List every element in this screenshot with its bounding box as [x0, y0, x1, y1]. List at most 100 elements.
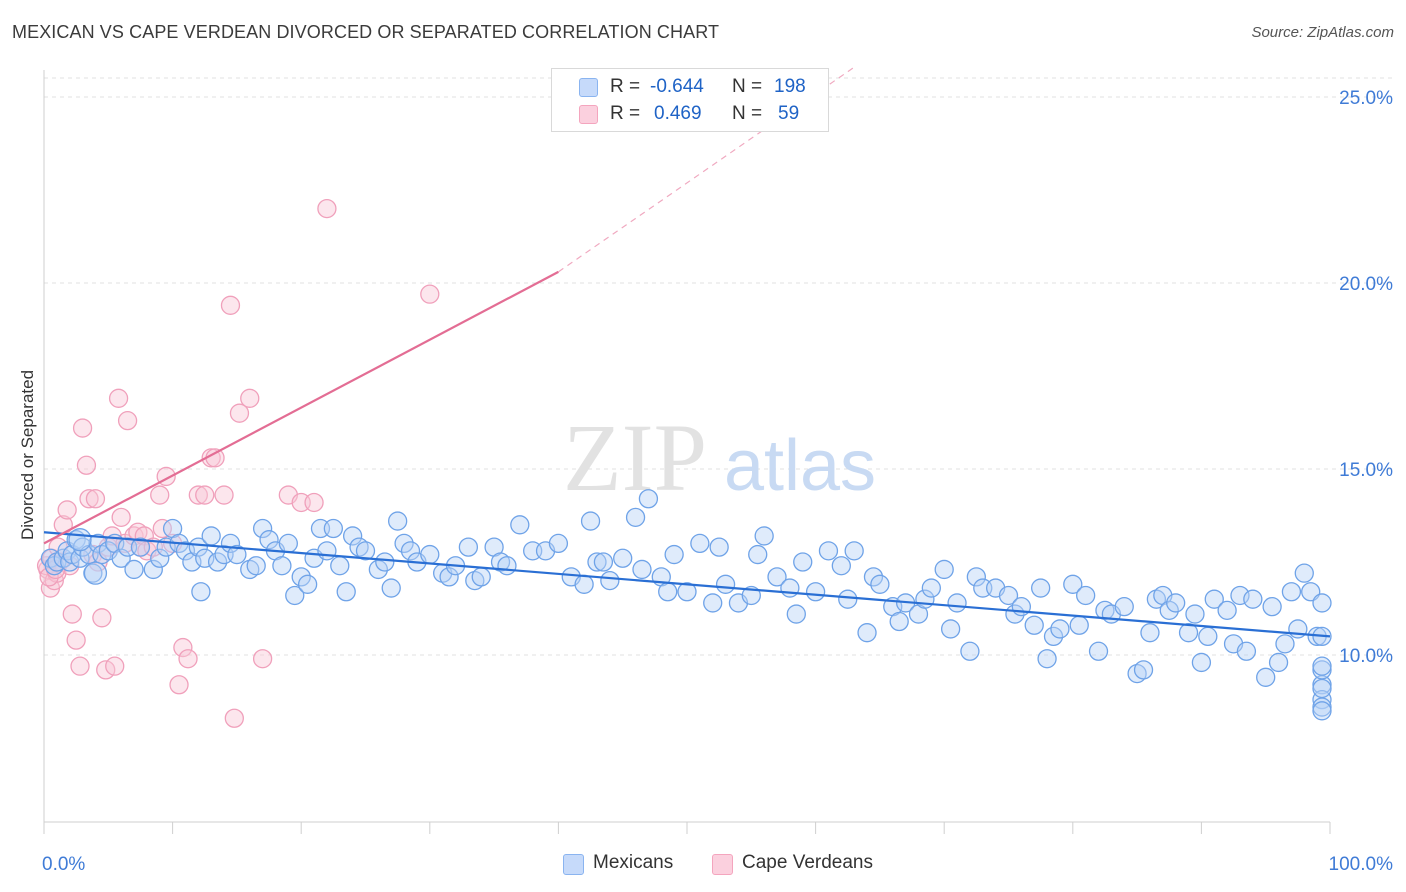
bottom-legend-swatch-blue — [563, 854, 584, 875]
cape-verdean-point — [92, 608, 112, 628]
mexican-point — [88, 533, 108, 554]
mexican-point — [72, 537, 93, 557]
mexican-point — [632, 559, 652, 580]
mexican-point — [844, 541, 864, 561]
axes — [43, 70, 1331, 834]
mexican-point — [1159, 600, 1179, 621]
mexican-point — [111, 548, 131, 568]
cape-verdean-point — [252, 649, 273, 669]
cape-verdean-point — [62, 604, 82, 624]
mexican-point — [510, 515, 530, 535]
mexican-point — [1114, 596, 1134, 617]
mexican-point — [285, 585, 305, 606]
cape-verdean-point — [169, 675, 189, 695]
mexican-point — [252, 518, 273, 539]
cape-verdean-point — [76, 455, 97, 475]
mexican-point — [246, 556, 266, 576]
mexican-point — [1140, 623, 1160, 643]
cape-verdean-point — [304, 492, 324, 513]
cape-verdean-points — [36, 198, 440, 728]
legend-n-value: 198 — [774, 76, 806, 97]
mexican-point — [715, 574, 736, 594]
y-tick-label: 25.0% — [1339, 88, 1393, 109]
mexican-point — [259, 530, 279, 550]
mexican-point — [188, 537, 208, 557]
cape-verdean-point — [72, 418, 93, 438]
mexican-point — [68, 528, 92, 552]
cape-verdean-point — [152, 518, 172, 539]
cape-verdean-point — [79, 489, 99, 509]
cape-verdean-trend-line — [43, 270, 559, 545]
mexican-point — [1166, 593, 1186, 613]
mexican-point — [1294, 563, 1314, 583]
mexican-point — [381, 578, 401, 598]
y-tick-label: 10.0% — [1339, 646, 1393, 667]
mexican-point — [780, 578, 800, 598]
chart-title: MEXICAN VS CAPE VERDEAN DIVORCED OR SEPA… — [12, 22, 720, 42]
mexican-point — [664, 544, 684, 565]
cape-verdean-point — [111, 507, 131, 528]
mexican-point — [420, 544, 440, 565]
mexican-point — [1043, 626, 1064, 647]
cape-verdean-point — [188, 485, 208, 505]
mexican-point — [458, 537, 479, 557]
mexican-point — [291, 567, 311, 587]
mexican-point — [889, 611, 909, 632]
mexican-point — [471, 567, 491, 587]
mexican-point — [767, 567, 787, 587]
cape-verdean-point — [420, 284, 440, 304]
watermark-zip: ZIP — [563, 404, 707, 511]
cape-verdean-point — [173, 637, 193, 658]
mexican-point — [336, 582, 356, 602]
mexican-point — [690, 533, 710, 554]
legend-r-label: R = — [610, 76, 641, 97]
cape-verdean-point — [70, 656, 90, 676]
mexican-point — [966, 567, 986, 587]
mexican-point — [1185, 604, 1205, 624]
mexican-point — [227, 544, 247, 565]
mexican-point — [342, 526, 363, 546]
mexican-point — [960, 641, 980, 661]
bottom-legend-label: Cape Verdeans — [742, 852, 873, 873]
mexican-point — [1204, 589, 1224, 609]
stats-legend: R = -0.644 N = 198 R = 0.469 N = 59 — [551, 68, 829, 132]
cape-verdean-point — [85, 489, 106, 509]
mexican-point — [1069, 615, 1089, 635]
cape-verdean-point — [195, 485, 215, 505]
mexican-point — [921, 578, 941, 598]
mexican-point — [947, 593, 967, 613]
legend-r-label: R = — [610, 103, 641, 124]
mexican-point — [703, 593, 723, 613]
mexican-point — [1312, 689, 1332, 710]
cape-verdean-point — [229, 403, 250, 423]
x-tick-label-left: 0.0% — [42, 854, 85, 875]
mexican-point — [1281, 582, 1302, 602]
mexican-point — [201, 526, 221, 546]
x-tick-label-right: 100.0% — [1329, 854, 1394, 875]
y-tick-label: 20.0% — [1339, 274, 1393, 295]
cape-verdean-point — [220, 295, 241, 315]
mexican-point — [1198, 626, 1218, 647]
mexican-point — [1031, 578, 1051, 598]
cape-verdean-point — [39, 567, 59, 587]
tick-labels: 10.0% 15.0% 20.0% 25.0% 0.0% 100.0% — [42, 88, 1393, 875]
mexican-point — [587, 552, 607, 572]
legend-n-label: N = — [732, 103, 763, 124]
cape-verdean-point — [105, 656, 125, 676]
mexican-point — [297, 574, 318, 594]
mexican-point — [593, 552, 614, 572]
cape-verdean-point — [108, 388, 129, 408]
mexican-point — [1088, 641, 1109, 661]
mexican-point — [323, 518, 344, 539]
mexican-point — [1191, 652, 1212, 673]
mexican-point — [1262, 596, 1282, 617]
mexican-point — [400, 541, 421, 561]
mexican-point — [143, 559, 163, 580]
bottom-legend-label: Mexicans — [593, 852, 674, 873]
mexican-point — [375, 552, 395, 572]
mexican-point — [625, 507, 646, 528]
cape-verdean-point — [57, 500, 77, 520]
mexican-point — [748, 544, 768, 565]
y-tick-label: 15.0% — [1339, 460, 1393, 481]
legend-n-label: N = — [732, 76, 763, 97]
